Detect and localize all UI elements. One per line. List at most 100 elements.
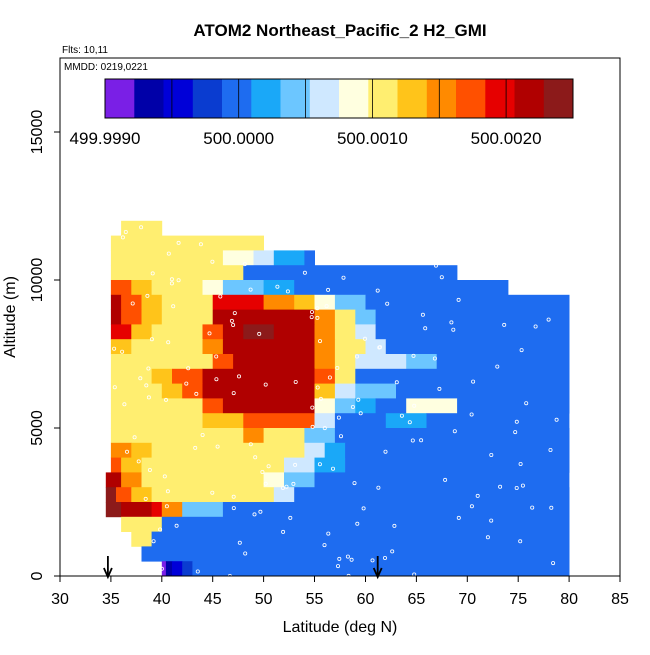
plot-frame — [59, 57, 621, 577]
sample-point — [169, 277, 174, 282]
heatmap-cell — [334, 324, 356, 340]
x-tick-label: 45 — [204, 591, 222, 608]
sample-point — [341, 275, 346, 280]
sample-point — [399, 413, 404, 418]
sample-point — [215, 444, 220, 449]
sample-point — [112, 346, 117, 351]
sample-point — [231, 506, 236, 511]
heatmap-cell — [141, 546, 570, 562]
sample-point — [169, 281, 174, 286]
colorbar-frame — [104, 78, 574, 119]
heatmap-cell — [110, 294, 122, 310]
sample-point — [258, 509, 263, 514]
heatmap-cell — [314, 413, 336, 429]
sample-point — [356, 397, 361, 402]
heatmap-cell — [314, 368, 336, 384]
sample-point — [394, 380, 399, 385]
sample-point — [554, 417, 559, 422]
sample-point — [475, 493, 480, 498]
heatmap-cell — [222, 339, 315, 355]
sample-point — [293, 462, 298, 467]
sample-point — [210, 259, 215, 264]
colorbar-segment — [192, 79, 223, 118]
x-tick-label: 70 — [458, 591, 476, 608]
sample-point — [315, 385, 320, 390]
heatmap-cell — [345, 457, 570, 473]
sample-point — [150, 271, 155, 276]
heatmap-cell — [375, 398, 407, 414]
sample-point — [456, 297, 461, 302]
x-tick-label: 55 — [306, 591, 324, 608]
heatmap-cell — [243, 413, 315, 429]
sample-point — [136, 459, 141, 464]
sample-point — [266, 464, 271, 469]
heatmap-cell — [161, 309, 214, 325]
sample-point — [207, 331, 212, 336]
sample-point — [248, 442, 253, 447]
heatmap-cell — [396, 383, 570, 399]
colorbar-segment — [514, 79, 545, 118]
sample-point — [495, 364, 500, 369]
sample-point — [322, 426, 327, 431]
heatmap-cell — [314, 383, 336, 399]
sample-point — [147, 467, 152, 472]
heatmap-cell — [202, 280, 224, 296]
heatmap-cell — [334, 354, 356, 370]
heatmap-cell — [172, 561, 183, 577]
heatmap-cell — [110, 339, 132, 355]
sample-point — [122, 402, 127, 407]
y-tick-label: 15000 — [29, 110, 46, 155]
flight-arrow — [372, 556, 383, 580]
sample-point — [293, 379, 298, 384]
sample-point — [370, 558, 375, 563]
sample-point — [326, 287, 331, 292]
heatmap-cell — [375, 309, 570, 325]
x-tick-label: 60 — [357, 591, 375, 608]
heatmap-cell — [110, 442, 132, 458]
sample-point — [275, 284, 280, 289]
heatmap-cell — [304, 442, 326, 458]
sample-point — [158, 527, 163, 532]
heatmap-cell — [426, 413, 570, 429]
heatmap-cell — [110, 235, 265, 251]
heatmap-cell — [334, 428, 570, 444]
heatmap-cell — [355, 398, 377, 414]
x-tick-label: 75 — [509, 591, 527, 608]
heatmap-cell — [375, 324, 570, 340]
sample-point — [345, 554, 350, 559]
heatmap-cell — [222, 280, 264, 296]
heatmap-cell — [253, 250, 275, 266]
colorbar-label: 500.0020 — [471, 129, 542, 148]
colorbar-segment — [485, 79, 515, 118]
sample-point — [248, 287, 253, 292]
heatmap-cell — [406, 398, 458, 414]
sample-point — [237, 540, 242, 545]
sample-point — [451, 327, 456, 332]
sample-point — [324, 304, 329, 309]
sample-point — [551, 561, 556, 566]
sample-point — [352, 481, 357, 486]
sample-point — [281, 529, 286, 534]
heatmap-cell — [334, 398, 356, 414]
sample-point — [315, 306, 320, 311]
heatmap-cell — [334, 309, 356, 325]
sample-point — [310, 424, 315, 429]
sample-point — [390, 549, 395, 554]
sample-point — [385, 301, 390, 306]
heatmap-cell — [314, 472, 570, 488]
sample-point — [263, 382, 268, 387]
sample-point — [309, 315, 314, 320]
heatmap-cell — [110, 368, 152, 384]
dates-note: MMDD: 0219,0221 — [64, 62, 148, 73]
sample-point — [318, 396, 323, 401]
heatmap-cell — [110, 354, 214, 370]
heatmap-cell — [243, 265, 315, 281]
sample-point — [518, 539, 523, 544]
sample-point — [514, 485, 519, 490]
sample-point — [285, 289, 290, 294]
sample-point — [326, 531, 331, 536]
sample-point — [146, 395, 151, 400]
heatmap-cell — [131, 487, 153, 503]
heatmap-cell — [121, 502, 152, 518]
heatmap-cell — [121, 309, 142, 325]
